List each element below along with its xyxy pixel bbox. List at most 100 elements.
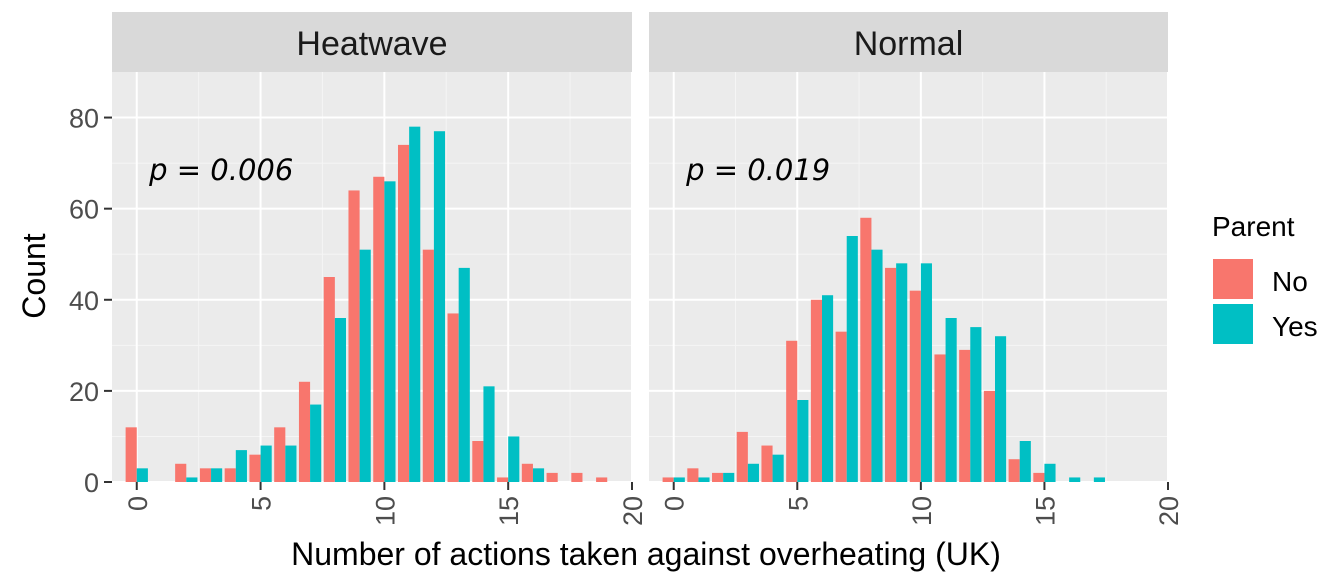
p-value-annotation: p = 0.019 <box>685 153 830 187</box>
legend: Parent No Yes <box>1212 211 1318 344</box>
bar-yes <box>334 318 346 482</box>
p-value-annotation: p = 0.006 <box>148 153 293 187</box>
bar-no <box>860 217 872 482</box>
facet-strip <box>649 12 1168 72</box>
bar-no <box>323 277 335 482</box>
y-tick-label: 80 <box>69 104 99 134</box>
bar-yes <box>260 445 272 482</box>
bar-yes <box>483 386 495 482</box>
panel-normal: Normal p = 0.019 0 5 10 15 20 <box>649 12 1184 526</box>
bar-yes <box>970 327 982 482</box>
bar-yes <box>723 472 735 482</box>
bar-no <box>934 354 946 482</box>
bar-no <box>662 477 674 482</box>
bar-no <box>736 431 748 482</box>
plot-background <box>112 72 632 482</box>
bar-yes <box>995 336 1007 482</box>
bar-no <box>712 472 724 482</box>
x-tick-label: 15 <box>1030 496 1060 526</box>
legend-label-no: No <box>1272 266 1308 297</box>
bar-yes <box>384 181 396 483</box>
bar-yes <box>433 131 446 482</box>
y-tick-label: 40 <box>69 286 99 316</box>
bar-no <box>447 313 459 482</box>
bar-no <box>909 290 921 482</box>
bar-yes <box>747 463 759 482</box>
bar-yes <box>1044 463 1056 482</box>
y-axis-label: Count <box>16 233 52 319</box>
x-tick-label: 10 <box>370 496 400 526</box>
x-tick-label: 10 <box>907 496 937 526</box>
bar-no <box>249 454 261 482</box>
legend-label-yes: Yes <box>1272 311 1318 342</box>
bar-yes <box>822 295 834 482</box>
bar-no <box>199 468 212 482</box>
legend-swatch-yes <box>1213 304 1253 344</box>
bar-yes <box>235 450 247 482</box>
bar-yes <box>797 400 809 482</box>
bar-no <box>1008 459 1020 482</box>
bar-yes <box>186 477 198 482</box>
bar-yes <box>211 468 223 482</box>
legend-swatch-no <box>1213 259 1253 299</box>
bar-no <box>497 477 509 482</box>
bar-yes <box>896 263 908 482</box>
facet-strip-label: Heatwave <box>296 25 447 63</box>
bar-yes <box>846 236 858 482</box>
x-tick-label: 0 <box>123 496 153 511</box>
bar-no <box>1033 472 1045 482</box>
bar-no <box>298 381 311 482</box>
bar-yes <box>920 263 932 482</box>
bar-no <box>571 472 583 482</box>
x-tick-label: 15 <box>494 496 524 526</box>
bar-no <box>786 340 798 482</box>
bar-no <box>472 441 484 482</box>
bar-no <box>224 468 236 482</box>
bar-yes <box>532 468 545 482</box>
bar-yes <box>1069 477 1081 482</box>
bar-yes <box>285 445 297 482</box>
bar-no <box>125 427 137 482</box>
facet-strip <box>112 12 632 72</box>
x-tick-label: 20 <box>618 496 648 526</box>
bar-no <box>687 468 699 482</box>
x-tick-label: 20 <box>1154 496 1184 526</box>
bar-no <box>885 267 897 482</box>
bar-no <box>175 463 187 482</box>
bar-yes <box>772 454 784 482</box>
x-tick-label: 5 <box>247 496 277 511</box>
bar-yes <box>136 468 148 482</box>
x-axis-label: Number of actions taken against overheat… <box>291 536 1001 572</box>
bar-no <box>398 144 410 482</box>
bar-no <box>274 427 286 482</box>
x-tick-label: 5 <box>783 496 813 511</box>
bar-yes <box>871 249 883 482</box>
bar-yes <box>409 126 421 483</box>
bar-no <box>521 463 533 482</box>
panel-heatwave: Heatwave p = 0.006 0 20 40 60 80 0 5 10 15 20 <box>69 12 648 526</box>
bar-no <box>348 190 360 482</box>
y-tick-label: 20 <box>69 377 99 407</box>
bar-no <box>835 331 847 482</box>
bar-yes <box>508 436 520 482</box>
bar-no <box>983 390 995 482</box>
facet-strip-label: Normal <box>854 25 964 63</box>
bar-yes <box>458 267 470 482</box>
bar-yes <box>310 404 322 482</box>
bar-yes <box>945 318 957 482</box>
bar-yes <box>698 477 710 482</box>
bar-yes <box>1019 441 1031 482</box>
x-tick-label: 0 <box>660 496 690 511</box>
bar-yes <box>1093 477 1105 482</box>
bar-no <box>959 349 971 482</box>
legend-title: Parent <box>1212 211 1295 242</box>
bar-yes <box>359 249 371 482</box>
bar-no <box>546 472 558 482</box>
plot-background <box>649 72 1168 482</box>
y-tick-label: 0 <box>84 468 99 498</box>
y-tick-label: 60 <box>69 195 99 225</box>
bar-no <box>373 176 385 482</box>
bar-no <box>761 445 773 482</box>
bar-no <box>810 299 822 482</box>
